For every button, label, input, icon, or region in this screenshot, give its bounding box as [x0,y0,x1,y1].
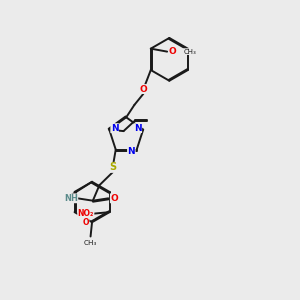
Text: S: S [109,162,116,172]
Text: N: N [134,124,142,133]
Text: NH: NH [64,194,78,203]
Text: O: O [82,218,89,227]
Text: N: N [128,147,135,156]
Text: CH₃: CH₃ [184,49,196,55]
Text: N: N [111,124,119,133]
Text: O: O [140,85,147,94]
Text: CH₃: CH₃ [84,240,97,246]
Text: O: O [110,194,118,203]
Text: O: O [169,47,176,56]
Text: NO₂: NO₂ [78,209,94,218]
